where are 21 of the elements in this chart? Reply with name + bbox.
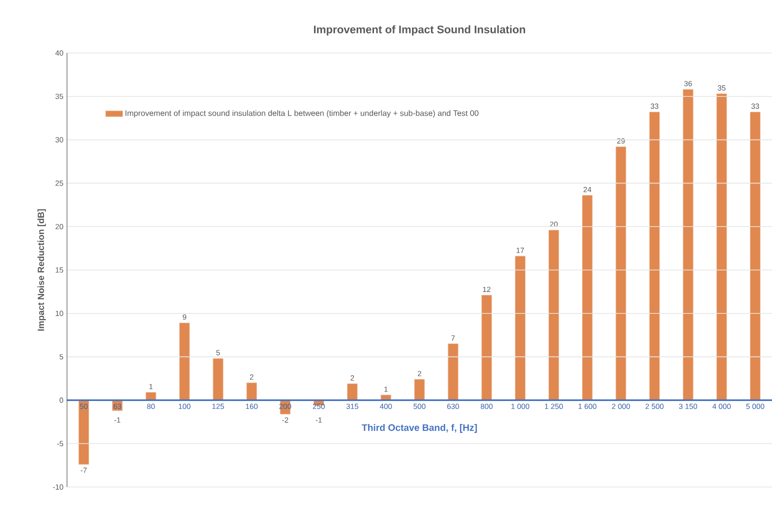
bar: [716, 94, 727, 400]
chart-title: Improvement of Impact Sound Insulation: [314, 25, 526, 36]
bar: [649, 112, 660, 400]
bar: [212, 358, 224, 400]
bar: [246, 382, 257, 400]
bar: [616, 146, 626, 400]
y-axis-title: Impact Noise Reduction [dB]: [37, 209, 46, 331]
bar: [179, 322, 190, 400]
bar: [146, 392, 156, 400]
bar: [515, 256, 526, 400]
bar: [448, 344, 458, 400]
bar: [347, 384, 358, 400]
bar: [582, 195, 593, 400]
bar: [414, 379, 425, 400]
bar: [481, 294, 492, 400]
x-axis-title: Third Octave Band, f, [Hz]: [362, 424, 477, 433]
bar: [78, 400, 89, 465]
bar: [548, 230, 559, 400]
bar: [380, 394, 392, 400]
bar: [750, 112, 760, 400]
bar: [682, 89, 694, 400]
